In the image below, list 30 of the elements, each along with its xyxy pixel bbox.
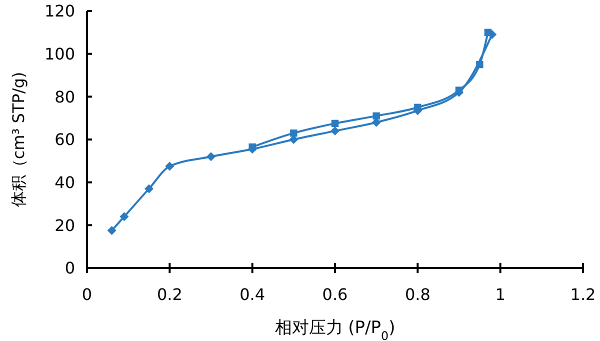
y-tick-label: 60 xyxy=(54,130,75,150)
x-tick-label: 0.8 xyxy=(404,285,430,304)
y-tick-label: 80 xyxy=(54,87,75,106)
point xyxy=(484,28,492,36)
x-tick-label: 1 xyxy=(495,285,506,304)
point xyxy=(165,162,174,171)
y-tick-label: 20 xyxy=(54,216,75,235)
point xyxy=(476,60,484,68)
point xyxy=(330,126,340,136)
point xyxy=(120,212,129,222)
point xyxy=(206,152,216,162)
point xyxy=(414,104,422,111)
y-tick-label: 40 xyxy=(54,172,75,192)
x-tick-label: 0.2 xyxy=(156,285,182,304)
point xyxy=(107,226,116,236)
x-tick-label: 0.4 xyxy=(240,285,266,304)
x-tick-label: 0 xyxy=(82,285,92,304)
y-tick-label: 120 xyxy=(44,2,75,21)
point xyxy=(455,86,463,94)
x-axis-title: 相对压力 (P/P$_{0}$) xyxy=(274,318,396,341)
y-tick-label: 100 xyxy=(44,44,75,64)
point xyxy=(372,112,380,120)
point xyxy=(290,129,298,137)
y-axis-title: 体积（cm³ STP/g) xyxy=(9,72,28,208)
x-tick-label: 0.6 xyxy=(322,285,348,304)
point xyxy=(331,120,339,128)
x-tick-label: 1.2 xyxy=(570,285,596,304)
y-tick-label: 0 xyxy=(64,258,75,278)
point xyxy=(144,184,154,194)
point xyxy=(248,143,256,151)
